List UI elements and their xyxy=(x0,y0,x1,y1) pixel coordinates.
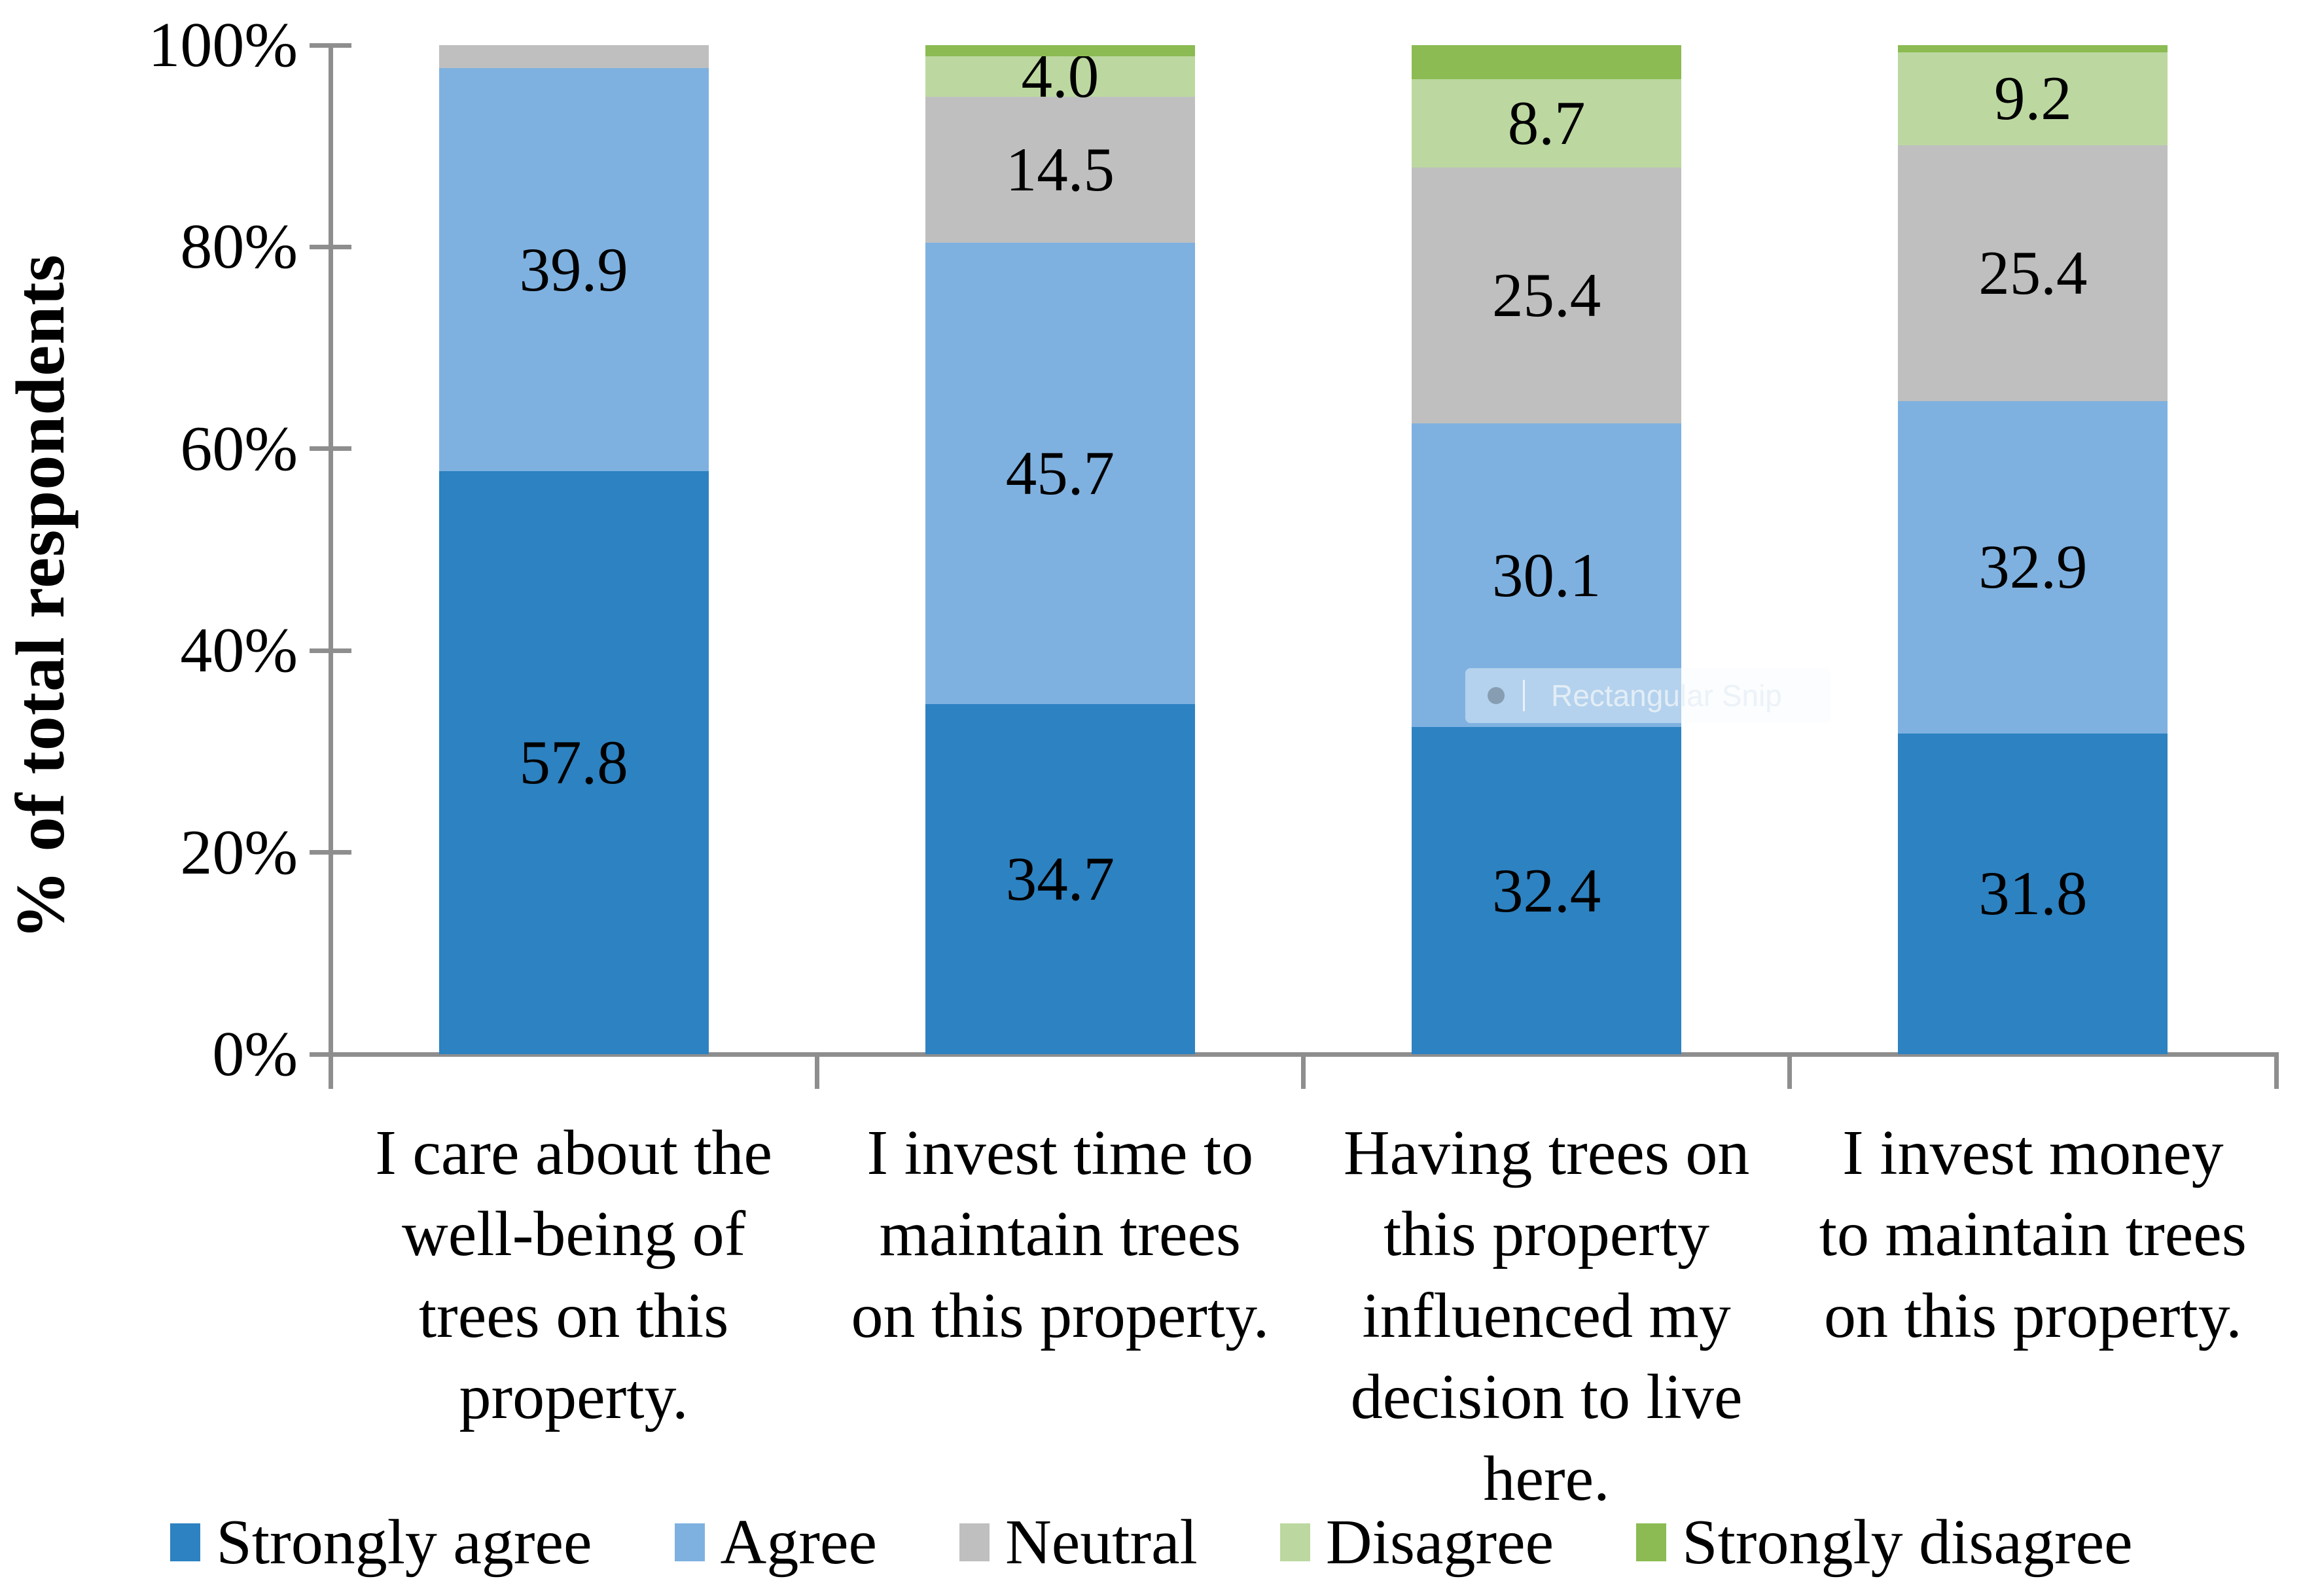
y-tick-label: 20% xyxy=(180,817,298,888)
category-label-line: well-being of xyxy=(402,1199,746,1270)
y-tick-label: 60% xyxy=(180,413,298,484)
legend-swatch xyxy=(1279,1523,1310,1561)
legend-swatch xyxy=(674,1523,705,1561)
legend-label: Strongly agree xyxy=(216,1507,592,1578)
y-axis-title: % of total respondents xyxy=(2,254,79,940)
category-label-line: on this property. xyxy=(1824,1280,2242,1351)
bar-segment-strongly-agree: 57.8 xyxy=(438,470,709,1054)
category-label: I invest time to maintain trees on this pr… xyxy=(831,1112,1289,1357)
y-tick-label: 0% xyxy=(212,1019,298,1090)
bar-segment-agree: 45.7 xyxy=(925,243,1195,704)
category-label-line: to maintain trees xyxy=(1819,1199,2247,1270)
bar-segment-agree: 39.9 xyxy=(438,68,709,471)
y-tick-label: 40% xyxy=(180,615,298,686)
bar-segment-strongly-agree: 31.8 xyxy=(1898,733,2168,1054)
data-label: 32.9 xyxy=(1978,532,2088,602)
chart-legend: Strongly agree Agree Neutral Disagree Strong… xyxy=(0,1510,2303,1574)
y-axis-tick xyxy=(310,850,351,855)
bar-segment-neutral xyxy=(438,45,709,69)
category-label-line: trees on this xyxy=(418,1280,729,1351)
legend-item-agree: Agree xyxy=(674,1507,877,1578)
bar-segment-disagree: 4.0 xyxy=(925,45,1195,107)
category-label: I invest money to maintain trees on this p… xyxy=(1804,1112,2262,1357)
data-label: 34.7 xyxy=(1005,843,1115,913)
legend-item-strongly-disagree: Strongly disagree xyxy=(1636,1510,2133,1574)
category-label-line: I care about the xyxy=(375,1118,772,1188)
bar-segment-agree: 32.9 xyxy=(1898,401,2168,734)
data-label: 14.5 xyxy=(1005,134,1115,204)
category-label-line: influenced my xyxy=(1362,1280,1731,1351)
y-axis-tick xyxy=(310,43,351,48)
x-axis-tick xyxy=(2274,1054,2279,1089)
category-label-line: I invest time to xyxy=(866,1118,1254,1188)
category-label-line: on this property. xyxy=(851,1280,1270,1351)
data-label: 45.7 xyxy=(1005,438,1115,508)
x-axis-tick xyxy=(814,1054,819,1089)
x-axis-tick xyxy=(1301,1054,1306,1089)
category-label-line: decision to live xyxy=(1350,1362,1743,1433)
category-label-line: here. xyxy=(1483,1443,1610,1514)
category-label-line: I invest money xyxy=(1842,1118,2224,1188)
bar-segment-strongly-disagree xyxy=(1412,45,1682,80)
bar-segment-disagree: 9.2 xyxy=(1898,52,2168,145)
data-label: 31.8 xyxy=(1978,859,2088,929)
legend-label: Strongly disagree xyxy=(1682,1507,2133,1578)
legend-swatch xyxy=(959,1523,990,1561)
bar-segment-strongly-disagree xyxy=(1898,45,2168,52)
category-label-line: maintain trees xyxy=(879,1199,1241,1270)
bar-segment-disagree: 8.7 xyxy=(1412,79,1682,168)
category-label-line: Having trees on xyxy=(1343,1118,1750,1188)
legend-item-disagree: Disagree xyxy=(1279,1507,1554,1578)
x-axis-tick xyxy=(1787,1054,1793,1089)
data-label: 9.2 xyxy=(1994,63,2072,133)
legend-swatch xyxy=(1636,1523,1667,1561)
legend-item-strongly-agree: Strongly agree xyxy=(170,1510,592,1574)
data-label: 25.4 xyxy=(1978,238,2088,308)
y-axis-tick xyxy=(310,244,351,249)
x-axis-tick xyxy=(328,1054,333,1089)
bar-segment-strongly-agree: 32.4 xyxy=(1412,727,1682,1054)
legend-swatch xyxy=(170,1523,201,1561)
legend-label: Agree xyxy=(720,1507,877,1578)
category-label: I care about the well-being of trees on th… xyxy=(345,1112,803,1438)
y-tick-label: 80% xyxy=(180,211,298,283)
y-tick-label: 100% xyxy=(148,10,298,80)
y-axis-line xyxy=(328,45,333,1057)
y-axis-tick xyxy=(310,446,351,452)
bar-segment-neutral: 14.5 xyxy=(925,96,1195,243)
legend-label: Neutral xyxy=(1005,1507,1198,1578)
data-label: 8.7 xyxy=(1507,88,1586,158)
category-label-line: this property xyxy=(1384,1199,1710,1270)
bar-segment-neutral: 25.4 xyxy=(1412,167,1682,424)
bar-segment-strongly-disagree xyxy=(925,45,1195,56)
y-axis-tick xyxy=(310,648,351,653)
x-axis-line xyxy=(310,1052,2279,1057)
category-label-line: property. xyxy=(459,1362,688,1433)
data-label: 30.1 xyxy=(1492,540,1601,610)
data-label: 39.9 xyxy=(519,234,628,304)
data-label: 32.4 xyxy=(1492,855,1601,925)
category-label: Having trees on this property influenced m… xyxy=(1317,1112,1776,1519)
legend-item-neutral: Neutral xyxy=(959,1510,1198,1574)
data-label: 57.8 xyxy=(519,727,628,797)
bar-segment-strongly-agree: 34.7 xyxy=(925,703,1195,1054)
bar-segment-agree: 30.1 xyxy=(1412,423,1682,728)
data-label: 25.4 xyxy=(1492,260,1601,330)
legend-label: Disagree xyxy=(1325,1507,1554,1578)
bar-segment-neutral: 25.4 xyxy=(1898,145,2168,402)
